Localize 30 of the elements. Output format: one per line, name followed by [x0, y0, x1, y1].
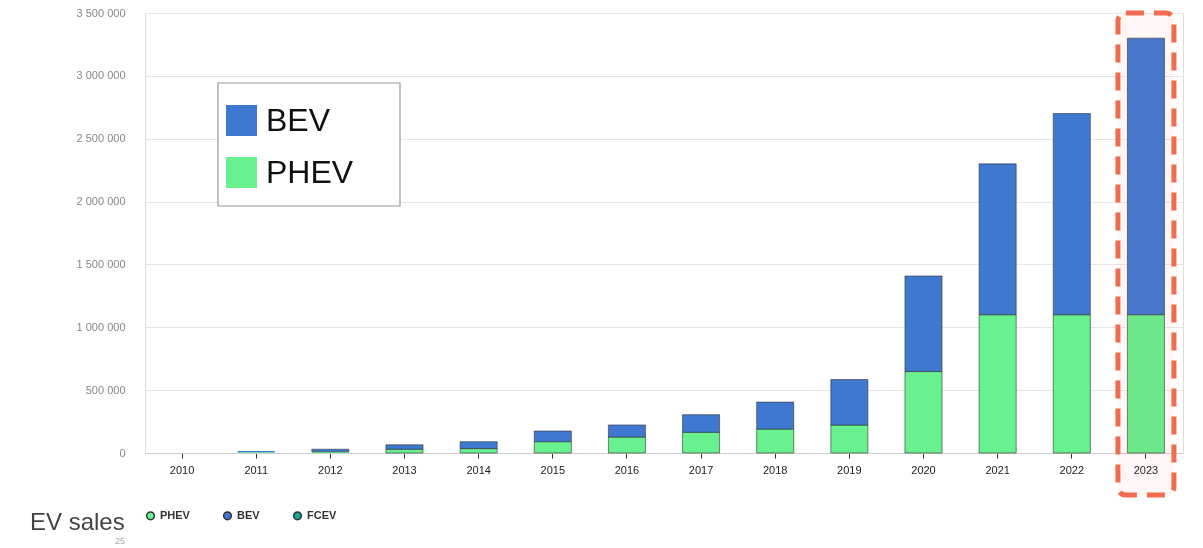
x-tick-label: 2010 — [169, 463, 195, 476]
y-tick-label: 500 000 — [85, 383, 126, 396]
x-tick-label: 2017 — [688, 463, 714, 476]
y-tick-label: 0 — [119, 446, 126, 459]
y-tick-label: 3 500 000 — [76, 6, 126, 19]
x-tick-label: 2023 — [1133, 463, 1159, 476]
legend-label: BEV — [266, 102, 331, 138]
x-tick-label: 2018 — [762, 463, 788, 476]
y-tick-label: 1 000 000 — [76, 320, 126, 333]
y-tick-label: 3 000 000 — [76, 69, 126, 82]
x-tick-label: 2021 — [985, 463, 1010, 476]
x-tick-label: 2014 — [466, 463, 491, 476]
x-tick-label: 2019 — [837, 463, 862, 476]
y-tick-label: 1 500 000 — [76, 257, 126, 270]
legend-label: PHEV — [160, 508, 191, 521]
text: EV sales — [30, 508, 125, 535]
x-tick-label: 2011 — [244, 463, 269, 476]
x-tick-label: 2020 — [911, 463, 936, 476]
x-tick-label: 2022 — [1059, 463, 1085, 476]
text: PHEV — [266, 154, 354, 190]
text: 25 — [114, 536, 125, 546]
x-tick-label: 2013 — [392, 463, 417, 476]
y-tick-label: 2 500 000 — [76, 132, 126, 145]
x-tick-label: 2015 — [540, 463, 566, 476]
bar — [385, 444, 424, 450]
x-tick-label: 2016 — [614, 463, 640, 476]
legend-label: FCEV — [307, 508, 337, 521]
text: BEV — [237, 508, 260, 521]
x-tick-label: 2012 — [318, 463, 343, 476]
y-tick-label: 2 000 000 — [76, 195, 126, 208]
